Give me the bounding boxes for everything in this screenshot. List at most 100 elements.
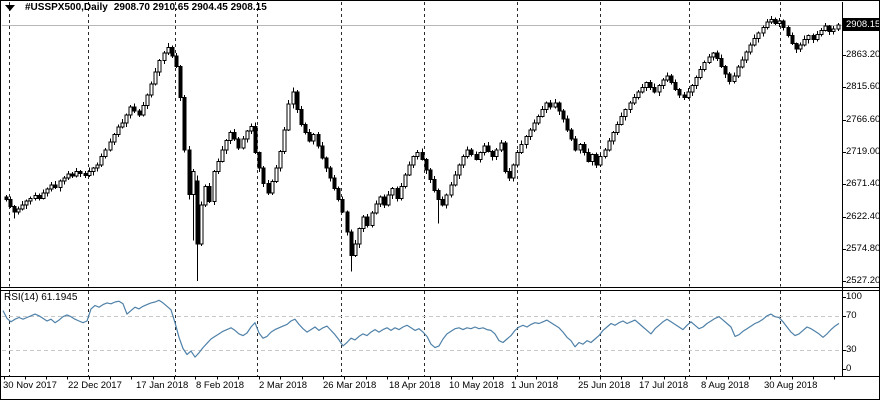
candle-body [370,212,375,226]
date-label: 26 Mar 2018 [323,380,377,391]
candle-body [769,18,774,23]
candle-body [436,189,441,201]
candle-body [228,131,233,142]
price-tick-label: 2671.40 [846,178,880,189]
candle-body [494,149,499,158]
date-label: 10 May 2018 [449,380,504,391]
candle-body [686,91,691,99]
candle-body [831,28,836,33]
candle-body [469,149,474,156]
candle-body [170,47,175,57]
pane-splitter[interactable] [1,286,879,292]
symbol-timeframe-label: #USSPX500,Daily [25,2,108,13]
candle-body [282,129,287,152]
candle-body [191,170,196,195]
candle-body [324,157,329,169]
candle-body [270,181,275,194]
candle-body [461,156,466,166]
price-tick-label: 2622.40 [846,211,880,222]
candle-body [499,142,504,151]
candle-body [794,43,799,50]
candle-body [374,203,379,214]
candle-body [16,208,21,213]
candle-body [594,154,599,166]
candle-body [536,115,541,124]
candle-body [415,152,420,158]
candle-body [590,154,595,162]
candle-body [112,133,117,143]
candle-body [241,138,246,149]
candle-body [291,91,296,105]
rsi-tick-label: 70 [846,310,857,321]
candle-body [623,109,628,117]
candle-body [761,27,766,34]
candle-body [311,133,316,142]
candle-body [711,52,716,58]
candle-body [474,154,479,160]
candle-body [353,243,358,257]
candle-body [773,18,778,25]
candle-body [249,125,254,132]
candle-body [598,156,603,166]
candle-body [707,56,712,64]
candle-body [141,105,146,116]
candle-body [162,52,167,62]
candle-body [278,150,283,169]
price-tick-label: 2719.00 [846,146,880,157]
candle-body [765,21,770,29]
candle-body [411,156,416,166]
candle-body [615,123,620,133]
candle-body [665,75,670,81]
candle-body [719,57,724,68]
candle-body [815,33,820,41]
candle-body [786,27,791,37]
candle-body [715,52,720,59]
candle-body [732,75,737,82]
candle-body [328,167,333,179]
candle-body [790,35,795,45]
candle-body [286,103,291,131]
price-tick-label: 2527.20 [846,275,880,286]
candle-body [12,205,17,213]
candle-body [99,156,104,166]
candle-body [657,84,662,93]
candle-body [245,130,250,140]
price-tick-label: 2815.60 [846,81,880,92]
candle-body [62,177,67,182]
candle-body [603,149,608,158]
candle-body [203,185,208,206]
candle-body [619,115,624,125]
candle-body [827,25,832,33]
price-tick-label: 2766.60 [846,114,880,125]
date-label: 1 Jun 2018 [511,380,559,391]
candle-body [544,102,549,111]
candle-body [811,35,816,41]
candle-body [428,169,433,181]
candle-body [503,142,508,172]
candle-body [607,140,612,151]
candle-body [453,174,458,186]
rsi-indicator-label: RSI(14) 61.1945 [4,292,78,303]
candle-body [652,86,657,93]
candle-body [95,164,100,169]
candle-body [53,184,58,189]
candle-body [20,204,25,210]
candle-body [407,164,412,176]
rsi-tick-label: 0 [846,363,852,374]
candle-body [58,180,63,189]
candle-body [28,197,33,202]
candle-body [132,106,137,112]
candle-body [640,86,645,93]
candle-body [740,59,745,68]
candle-body [332,177,337,189]
candle-body [187,149,192,195]
candle-body [578,144,583,151]
candle-body [519,144,524,154]
candle-body [295,91,300,111]
candle-body [511,164,516,179]
price-tick-label: 2863.20 [846,49,880,60]
price-tick-label: 2574.80 [846,243,880,254]
candle-body [87,170,92,177]
